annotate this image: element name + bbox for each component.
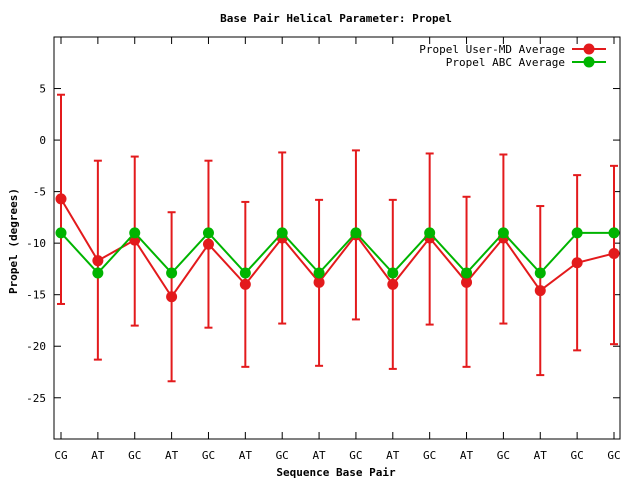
data-point — [608, 227, 620, 239]
data-point — [350, 227, 362, 239]
y-tick-label: -25 — [26, 392, 46, 405]
y-tick-label: -15 — [26, 289, 46, 302]
y-tick-label: 5 — [39, 83, 46, 96]
data-point — [608, 247, 620, 259]
y-tick-label: -5 — [33, 186, 46, 199]
chart-title: Base Pair Helical Parameter: Propel — [220, 12, 452, 25]
data-point — [55, 227, 67, 239]
y-axis-label: Propel (degrees) — [7, 188, 20, 294]
legend-marker — [583, 56, 595, 68]
x-axis: CG AT GC AT GC AT GC AT GC AT GC AT GC AT GC GC — [54, 37, 621, 462]
x-tick-label: GC — [423, 449, 436, 462]
data-point — [534, 285, 546, 297]
legend-label: Propel User-MD Average — [419, 43, 565, 56]
data-point — [239, 267, 251, 279]
data-point — [571, 227, 583, 239]
data-point — [276, 227, 288, 239]
x-tick-label: AT — [165, 449, 179, 462]
plot-frame — [53, 36, 621, 440]
x-tick-label: AT — [534, 449, 548, 462]
series-line — [60, 198, 615, 299]
data-point — [202, 238, 214, 250]
x-tick-label: GC — [202, 449, 215, 462]
data-point — [55, 193, 67, 205]
data-point — [424, 227, 436, 239]
x-tick-label: GC — [571, 449, 584, 462]
y-axis: 5 0 -5 -10 -15 -20 -25 — [26, 83, 620, 405]
x-tick-label: GC — [497, 449, 510, 462]
data-point — [461, 276, 473, 288]
x-tick-label: AT — [91, 449, 105, 462]
y-tick-label: -10 — [26, 237, 46, 250]
data-point — [166, 267, 178, 279]
x-tick-label: AT — [239, 449, 253, 462]
data-point — [534, 267, 546, 279]
series-1 — [55, 227, 620, 279]
data-point — [461, 267, 473, 279]
data-point — [202, 227, 214, 239]
legend-label: Propel ABC Average — [446, 56, 565, 69]
x-tick-label: GC — [276, 449, 289, 462]
data-point — [92, 255, 104, 267]
x-tick-label: AT — [386, 449, 400, 462]
data-point — [571, 257, 583, 269]
x-tick-label: AT — [312, 449, 326, 462]
series-line — [60, 231, 614, 275]
x-tick-label: CG — [54, 449, 67, 462]
y-tick-label: -20 — [26, 340, 46, 353]
series-0 — [55, 193, 620, 303]
data-point — [497, 227, 509, 239]
data-point — [92, 267, 104, 279]
data-point — [239, 278, 251, 290]
x-tick-label: GC — [128, 449, 141, 462]
data-point — [313, 267, 325, 279]
data-point — [129, 227, 141, 239]
x-axis-label: Sequence Base Pair — [276, 466, 396, 479]
y-tick-label: 0 — [39, 134, 46, 147]
x-tick-label: AT — [460, 449, 474, 462]
series-layer — [55, 93, 620, 383]
data-point — [313, 276, 325, 288]
data-point — [387, 267, 399, 279]
data-point — [387, 278, 399, 290]
data-point — [166, 291, 178, 303]
x-tick-label: GC — [607, 449, 620, 462]
legend-marker — [583, 43, 595, 55]
x-tick-label: GC — [349, 449, 362, 462]
error-bars-0 — [57, 93, 618, 383]
